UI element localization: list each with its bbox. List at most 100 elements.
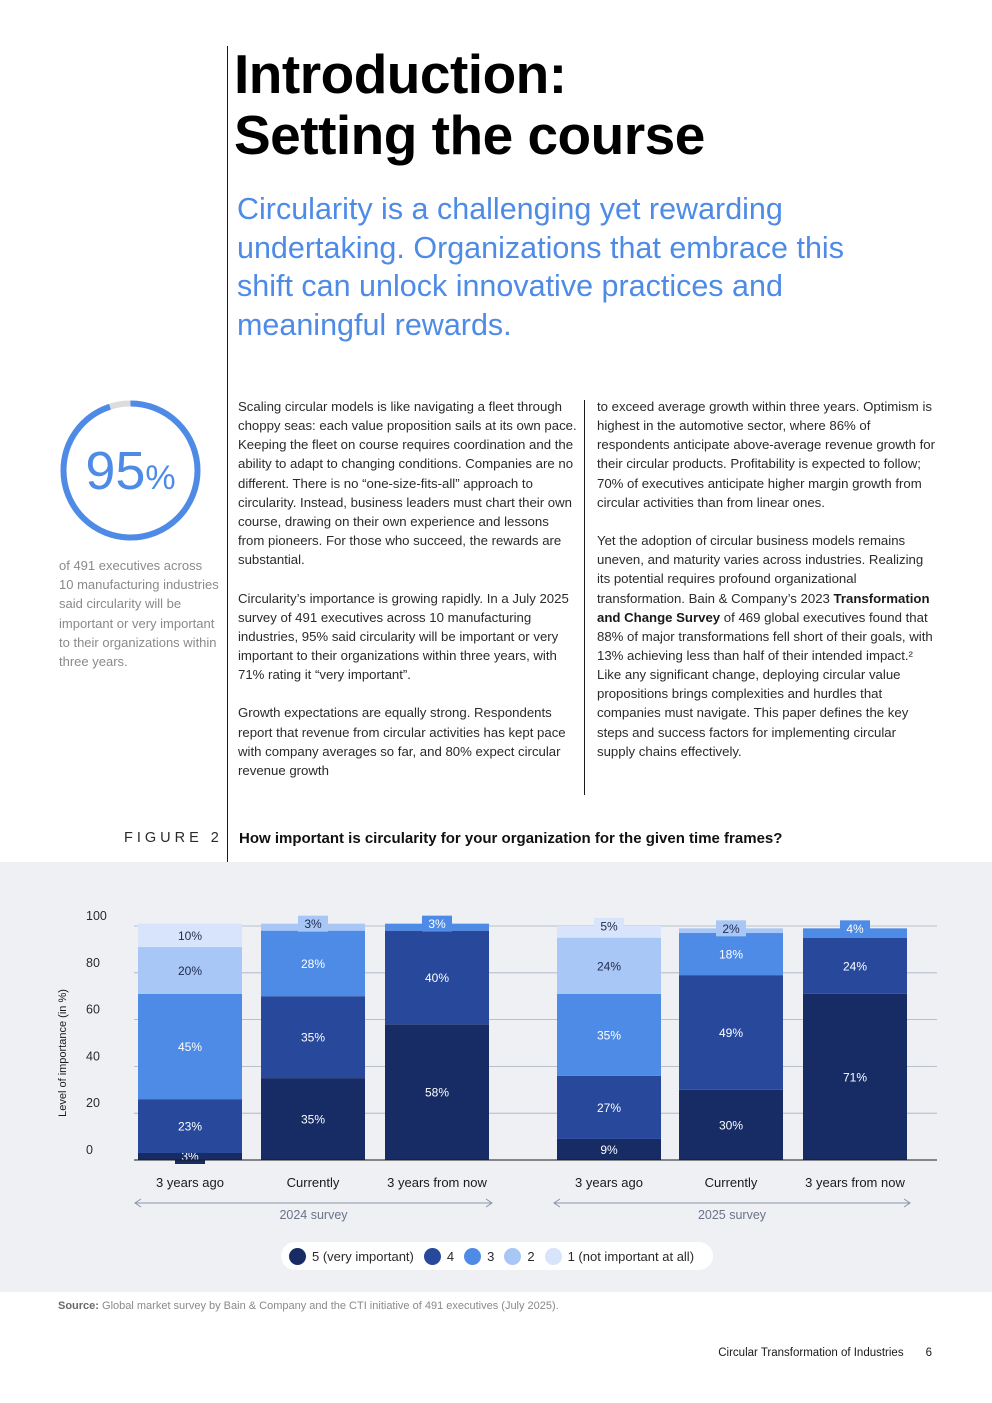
- data-label: 35%: [597, 1028, 621, 1042]
- figure-label: FIGURE 2: [124, 830, 223, 846]
- y-tick-label: 80: [86, 956, 100, 970]
- source-text: Global market survey by Bain & Company a…: [98, 1300, 559, 1312]
- legend-swatch-icon: [464, 1247, 482, 1265]
- x-tick-label: Currently: [287, 1175, 340, 1190]
- legend-item: 2: [504, 1247, 535, 1265]
- page-footer: Circular Transformation of Industries 6: [718, 1347, 932, 1359]
- data-label: 23%: [178, 1120, 202, 1134]
- x-tick-label: 3 years from now: [805, 1175, 905, 1190]
- body-paragraph: Growth expectations are equally strong. …: [238, 705, 566, 778]
- y-tick-label: 20: [86, 1096, 100, 1110]
- body-paragraph: Circularity’s importance is growing rapi…: [238, 590, 569, 683]
- data-label: 45%: [178, 1040, 202, 1054]
- data-label: 9%: [600, 1143, 618, 1157]
- page-title: Introduction: Setting the course: [234, 44, 954, 166]
- data-label: 10%: [178, 929, 202, 943]
- data-label: 18%: [719, 948, 743, 962]
- stat-value: 95 %: [58, 398, 203, 543]
- body-column-2: to exceed average growth within three ye…: [597, 397, 937, 780]
- legend-item: 4: [423, 1247, 455, 1265]
- data-label: 49%: [719, 1026, 743, 1040]
- legend-swatch-icon: [504, 1247, 522, 1265]
- bar-segment: [385, 930, 489, 1025]
- source-label: Source:: [58, 1300, 99, 1312]
- data-label-pill: [422, 915, 452, 932]
- y-tick-label: 60: [86, 1003, 100, 1017]
- bar-segment: [138, 947, 242, 994]
- bar-segment: [679, 975, 783, 1090]
- y-tick-label: 100: [86, 909, 107, 923]
- data-label: 30%: [719, 1118, 743, 1132]
- page-title-line-1: Introduction:: [234, 43, 567, 105]
- data-label: 58%: [425, 1086, 449, 1100]
- data-label-pill: [716, 920, 746, 937]
- group-label: 2025 survey: [698, 1208, 767, 1222]
- body-column-1: Scaling circular models is like navigati…: [238, 397, 578, 799]
- data-label-pill: [298, 915, 328, 932]
- survey-name: Transformation and Change Survey: [597, 590, 930, 625]
- bar-segment: [803, 937, 907, 994]
- data-label: 3%: [428, 917, 446, 931]
- bar-segment: [557, 1075, 661, 1139]
- legend-label: 4: [446, 1248, 455, 1264]
- legend-swatch-icon: [423, 1247, 441, 1265]
- source-note: Source: Global market survey by Bain & C…: [58, 1300, 559, 1312]
- legend-item: 1 (not important at all): [544, 1247, 695, 1265]
- bar-segment: [138, 993, 242, 1100]
- data-label: 28%: [301, 957, 325, 971]
- bar-segment: [679, 933, 783, 976]
- bar-segment: [679, 1089, 783, 1160]
- stat-unit: %: [145, 458, 176, 497]
- data-label: 24%: [843, 959, 867, 973]
- y-tick-label: 40: [86, 1049, 100, 1063]
- bar-segment: [261, 1078, 365, 1160]
- legend-item: 3: [464, 1247, 495, 1265]
- bar-segment: [803, 993, 907, 1160]
- bar-segment: [138, 1099, 242, 1153]
- figure-title: How important is circularity for your or…: [239, 830, 783, 847]
- bracket-arrow-right-icon: [485, 1198, 493, 1208]
- group-label: 2024 survey: [279, 1208, 348, 1222]
- text-run: of 469 global executives found that 88% …: [597, 609, 933, 759]
- bar-segment: [261, 996, 365, 1079]
- column-divider: [584, 400, 585, 795]
- body-paragraph: Yet the adoption of circular business mo…: [597, 531, 937, 761]
- bar-segment: [557, 1138, 661, 1160]
- legend-label: 1 (not important at all): [567, 1248, 695, 1264]
- stat-number: 95: [85, 440, 146, 501]
- data-label: 27%: [597, 1101, 621, 1115]
- data-label: 4%: [846, 922, 864, 936]
- text-run: Yet the adoption of circular business mo…: [597, 533, 924, 606]
- data-label: 35%: [301, 1113, 325, 1127]
- stat-description: of 491 executives across 10 manufacturin…: [59, 558, 219, 670]
- page-subtitle: Circularity is a challenging yet rewardi…: [237, 192, 844, 342]
- bracket-arrow-right-icon: [903, 1198, 911, 1208]
- data-label: 3%: [304, 917, 322, 931]
- legend-label: 3: [487, 1248, 495, 1264]
- data-label: 24%: [597, 959, 621, 973]
- bar-segment: [557, 937, 661, 994]
- bar-segment: [385, 1024, 489, 1160]
- vertical-divider: [227, 46, 228, 862]
- data-label: 20%: [178, 964, 202, 978]
- x-tick-label: 3 years ago: [575, 1175, 643, 1190]
- body-paragraph: Scaling circular models is like navigati…: [238, 399, 577, 568]
- y-tick-label: 0: [86, 1143, 93, 1157]
- x-tick-label: 3 years from now: [387, 1175, 487, 1190]
- bar-segment: [557, 993, 661, 1076]
- bar-segment: [138, 923, 242, 948]
- bar-segment: [261, 930, 365, 997]
- page-number: 6: [925, 1347, 932, 1359]
- legend-item: 5 (very important): [289, 1247, 414, 1265]
- bracket-arrow-left-icon: [553, 1198, 561, 1208]
- stat-progress-ring: [60, 400, 201, 541]
- data-label: 40%: [425, 971, 449, 985]
- y-axis-label: Level of importance (in %): [57, 989, 69, 1117]
- data-label-pill: [594, 918, 624, 934]
- data-label: 35%: [301, 1031, 325, 1045]
- footer-title: Circular Transformation of Industries: [718, 1347, 904, 1359]
- legend-swatch-icon: [544, 1247, 562, 1265]
- legend-label: 5 (very important): [312, 1248, 414, 1264]
- data-label-pill: [840, 920, 870, 937]
- legend-swatch-icon: [289, 1247, 306, 1265]
